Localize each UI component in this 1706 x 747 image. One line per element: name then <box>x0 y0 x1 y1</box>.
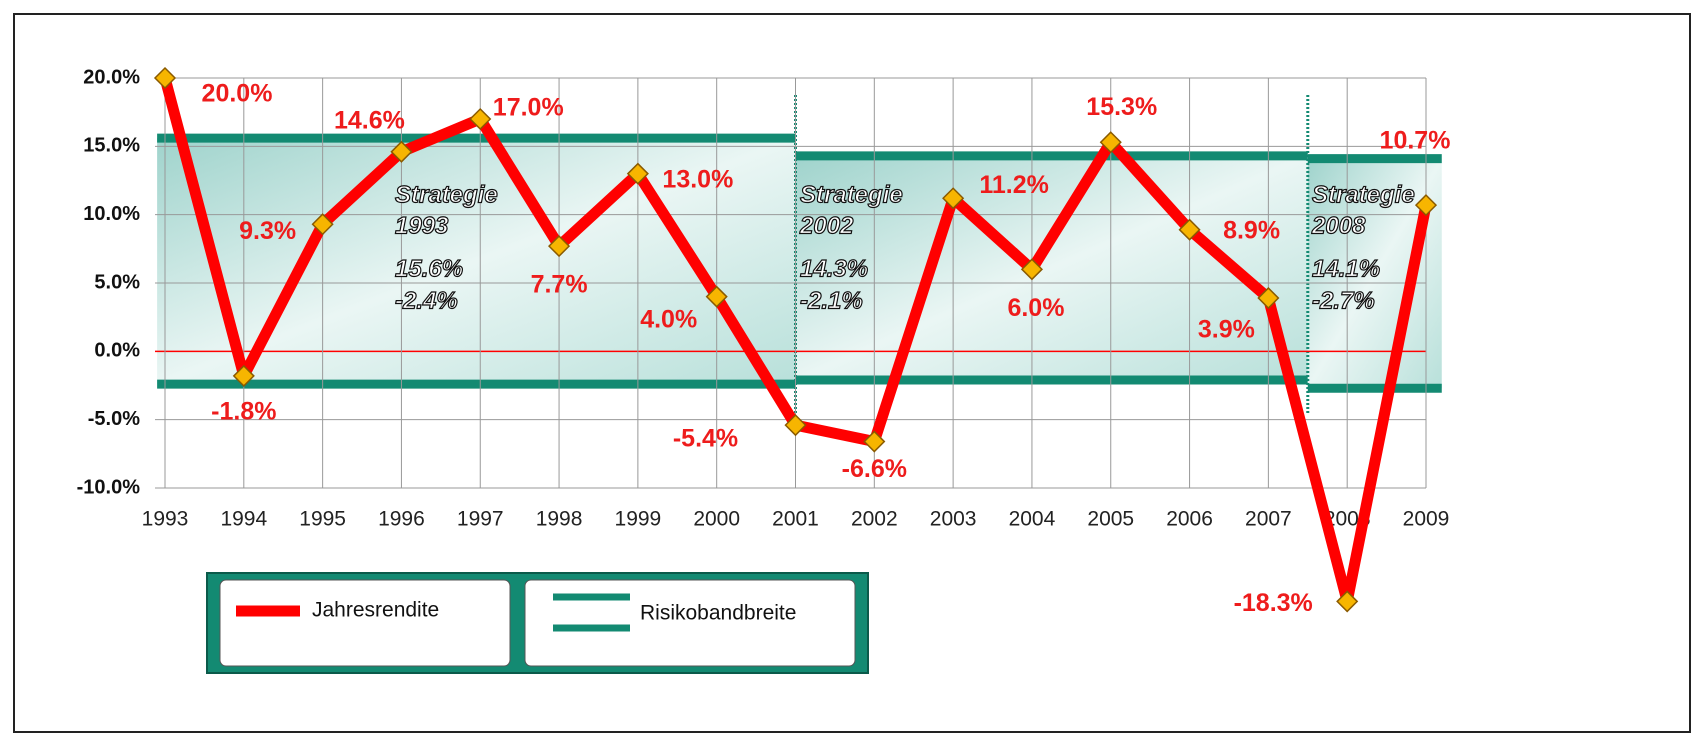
x-tick-label: 1994 <box>220 508 267 531</box>
data-label: -18.3% <box>1234 589 1313 617</box>
data-label: 6.0% <box>1007 294 1064 322</box>
legend-label: Risikobandbreite <box>640 602 796 625</box>
x-tick-label: 2002 <box>851 508 898 531</box>
data-label: 15.3% <box>1086 93 1157 121</box>
marker <box>784 414 807 437</box>
marker <box>1178 218 1201 241</box>
data-label: 10.7% <box>1380 127 1451 155</box>
y-tick-label: 5.0% <box>94 271 140 293</box>
y-tick-label: 0.0% <box>94 340 140 362</box>
x-tick-label: 2005 <box>1087 508 1134 531</box>
marker <box>548 235 571 258</box>
band-label: Strategie <box>800 181 903 208</box>
band-label: 14.1% <box>1312 255 1380 282</box>
band-label: Strategie <box>1312 181 1415 208</box>
data-label: 9.3% <box>239 217 296 245</box>
data-label: 3.9% <box>1198 316 1255 344</box>
grid: 20.0%15.0%10.0%5.0%0.0%-5.0%-10.0%1993 19… <box>77 66 1450 530</box>
y-tick-label: 15.0% <box>83 135 140 157</box>
x-tick-label: 1999 <box>615 508 662 531</box>
marker <box>311 213 334 236</box>
risk-band <box>1307 158 1442 389</box>
x-tick-label: 1993 <box>142 508 189 531</box>
data-label: 4.0% <box>640 305 697 333</box>
x-tick-label: 1998 <box>536 508 583 531</box>
marker <box>232 364 255 387</box>
marker <box>153 66 177 90</box>
marker <box>390 140 413 163</box>
legend-item-box <box>219 579 511 667</box>
marker <box>1257 286 1280 310</box>
x-tick-label: 2001 <box>772 508 819 531</box>
marker <box>1020 258 1044 281</box>
y-tick-label: -10.0% <box>77 476 141 498</box>
legend-item-box <box>524 579 856 667</box>
band-label: -2.7% <box>1312 287 1375 314</box>
data-label: 13.0% <box>662 165 733 193</box>
band-label: 1993 <box>395 212 449 239</box>
y-tick-label: -5.0% <box>88 408 140 430</box>
band-label: -2.1% <box>800 287 863 314</box>
x-tick-label: 2000 <box>693 508 740 531</box>
data-label: 11.2% <box>979 171 1049 199</box>
marker <box>626 162 649 185</box>
band-label: -2.4% <box>395 287 458 314</box>
x-tick-label: 2009 <box>1403 508 1450 531</box>
data-label: -5.4% <box>673 425 738 453</box>
marker <box>942 187 965 210</box>
marker <box>1336 590 1359 613</box>
marker <box>1099 131 1122 154</box>
risk-band <box>795 155 1308 381</box>
data-label: 7.7% <box>531 271 588 299</box>
data-label: -6.6% <box>842 455 907 483</box>
marker <box>705 285 728 308</box>
band-label: Strategie <box>395 181 498 208</box>
band-label: 2002 <box>799 212 854 239</box>
x-tick-label: 2003 <box>930 508 977 531</box>
data-label: 14.6% <box>334 106 405 134</box>
legend: Jahresrendite Risikobandbreite <box>206 572 869 674</box>
band-label: 14.3% <box>800 255 868 282</box>
x-tick-label: 2004 <box>1009 508 1056 531</box>
x-tick-label: 1995 <box>299 508 346 531</box>
plot: Strategie 1993 15.6% -2.4% Strategie 2002 14.3… <box>153 66 1451 617</box>
marker <box>469 107 492 131</box>
marker <box>863 430 886 453</box>
data-label: -1.8% <box>211 398 276 426</box>
data-label: 8.9% <box>1223 216 1280 244</box>
x-tick-label: 2007 <box>1245 508 1292 531</box>
legend-label: Jahresrendite <box>312 599 439 622</box>
y-tick-label: 20.0% <box>83 66 140 88</box>
x-tick-label: 1997 <box>457 508 504 531</box>
x-tick-label: 2006 <box>1166 508 1213 531</box>
data-label: 17.0% <box>493 94 564 122</box>
y-tick-label: 10.0% <box>83 203 140 225</box>
band-label: 15.6% <box>395 255 463 282</box>
x-tick-label: 1996 <box>378 508 425 531</box>
band-label: 2008 <box>1311 212 1366 239</box>
data-label: 20.0% <box>202 80 273 108</box>
marker <box>1414 194 1438 217</box>
